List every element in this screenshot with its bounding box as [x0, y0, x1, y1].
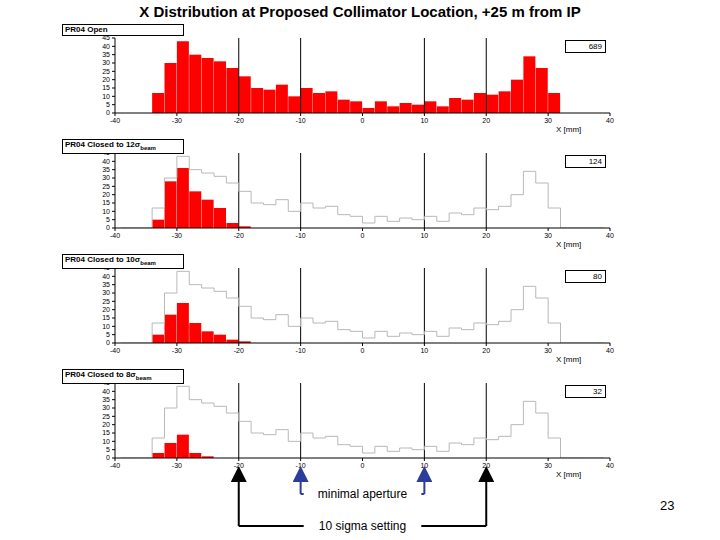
svg-text:-30: -30 [172, 232, 182, 239]
svg-text:40: 40 [606, 117, 614, 124]
svg-text:10 sigma setting: 10 sigma setting [319, 519, 406, 533]
svg-text:0: 0 [361, 462, 365, 469]
html-text:X Distribution at Proposed Col: X Distribution at Proposed Collimator Lo… [139, 3, 581, 20]
svg-text:30: 30 [544, 117, 552, 124]
html-text:PR04 Closed to 12σbeam: PR04 Closed to 12σbeam [65, 140, 156, 151]
html-text:124: 124 [588, 157, 602, 166]
svg-text:35: 35 [102, 51, 110, 58]
svg-text:-40: -40 [110, 117, 120, 124]
svg-text:30: 30 [544, 462, 552, 469]
svg-text:5: 5 [106, 216, 110, 223]
svg-text:-30: -30 [172, 117, 182, 124]
svg-text:40: 40 [102, 273, 110, 280]
svg-text:20: 20 [482, 462, 490, 469]
svg-text:20: 20 [482, 347, 490, 354]
svg-text:35: 35 [102, 166, 110, 173]
svg-text:0: 0 [106, 224, 110, 231]
svg-text:-10: -10 [296, 232, 306, 239]
svg-text:10: 10 [102, 208, 110, 215]
svg-text:5: 5 [106, 446, 110, 453]
svg-text:-20: -20 [234, 232, 244, 239]
html-text:X [mm]: X [mm] [556, 240, 582, 249]
svg-text:30: 30 [102, 59, 110, 66]
svg-text:15: 15 [102, 429, 110, 436]
svg-text:25: 25 [102, 183, 110, 190]
html-text:PR04 Open: PR04 Open [65, 25, 108, 34]
svg-text:0: 0 [106, 109, 110, 116]
svg-text:15: 15 [102, 314, 110, 321]
svg-text:-40: -40 [110, 462, 120, 469]
svg-text:10: 10 [420, 232, 428, 239]
svg-text:0: 0 [106, 339, 110, 346]
html-text:X [mm]: X [mm] [556, 125, 582, 134]
svg-text:20: 20 [482, 232, 490, 239]
svg-text:40: 40 [606, 347, 614, 354]
svg-text:-10: -10 [296, 462, 306, 469]
svg-text:30: 30 [544, 232, 552, 239]
svg-text:40: 40 [606, 232, 614, 239]
svg-text:25: 25 [102, 68, 110, 75]
svg-text:40: 40 [102, 158, 110, 165]
svg-text:25: 25 [102, 298, 110, 305]
svg-text:40: 40 [102, 388, 110, 395]
svg-text:15: 15 [102, 84, 110, 91]
svg-text:-20: -20 [234, 117, 244, 124]
svg-text:-20: -20 [234, 347, 244, 354]
html-text:32: 32 [593, 387, 602, 396]
svg-text:20: 20 [102, 306, 110, 313]
svg-text:20: 20 [102, 76, 110, 83]
svg-text:0: 0 [106, 454, 110, 461]
svg-text:10: 10 [102, 93, 110, 100]
svg-text:-40: -40 [110, 232, 120, 239]
html-text:689: 689 [588, 42, 602, 51]
svg-text:5: 5 [106, 101, 110, 108]
svg-text:-10: -10 [296, 117, 306, 124]
svg-text:25: 25 [102, 413, 110, 420]
svg-text:30: 30 [102, 289, 110, 296]
svg-text:15: 15 [102, 199, 110, 206]
svg-text:10: 10 [102, 438, 110, 445]
svg-text:0: 0 [361, 117, 365, 124]
svg-text:20: 20 [482, 117, 490, 124]
svg-text:30: 30 [102, 404, 110, 411]
svg-text:35: 35 [102, 396, 110, 403]
svg-text:35: 35 [102, 281, 110, 288]
svg-text:-20: -20 [234, 462, 244, 469]
html-text:PR04 Closed to 8σbeam: PR04 Closed to 8σbeam [65, 370, 152, 381]
svg-text:40: 40 [102, 43, 110, 50]
svg-text:minimal aperture: minimal aperture [318, 487, 408, 501]
html-text:80: 80 [593, 272, 602, 281]
html-text:23: 23 [660, 498, 675, 513]
svg-text:-40: -40 [110, 347, 120, 354]
svg-text:10: 10 [102, 323, 110, 330]
html-text:X [mm]: X [mm] [556, 470, 582, 479]
svg-text:30: 30 [544, 347, 552, 354]
svg-text:0: 0 [361, 232, 365, 239]
svg-text:-30: -30 [172, 347, 182, 354]
svg-text:0: 0 [361, 347, 365, 354]
svg-text:-30: -30 [172, 462, 182, 469]
svg-text:30: 30 [102, 174, 110, 181]
html-text:X [mm]: X [mm] [556, 355, 582, 364]
svg-text:20: 20 [102, 191, 110, 198]
svg-text:20: 20 [102, 421, 110, 428]
svg-text:10: 10 [420, 117, 428, 124]
svg-text:5: 5 [106, 331, 110, 338]
svg-text:45: 45 [102, 34, 110, 42]
svg-text:-10: -10 [296, 347, 306, 354]
svg-text:10: 10 [420, 347, 428, 354]
html-text:PR04 Closed to 10σbeam: PR04 Closed to 10σbeam [65, 255, 156, 266]
svg-text:40: 40 [606, 462, 614, 469]
svg-text:10: 10 [420, 462, 428, 469]
